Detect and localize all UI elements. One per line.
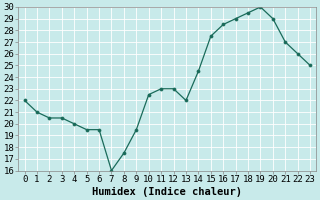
X-axis label: Humidex (Indice chaleur): Humidex (Indice chaleur): [92, 186, 242, 197]
